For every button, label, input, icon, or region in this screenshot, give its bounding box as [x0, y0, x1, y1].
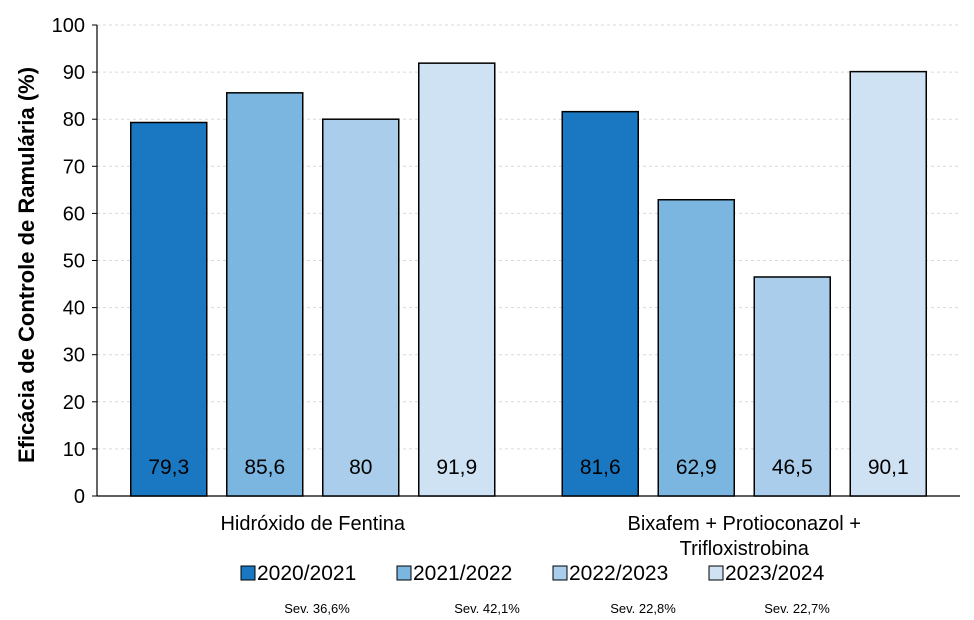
y-tick-label: 40 — [63, 298, 85, 320]
legend: 2020/2021 2021/2022 2022/2023 2023/2024 — [240, 562, 825, 585]
y-tick-label: 70 — [63, 156, 85, 178]
y-tick-label: 60 — [63, 203, 85, 225]
bar-2022-2023-cat1 — [753, 276, 831, 497]
category-labels: Hidróxido de Fentina Bixafem + Protiocona… — [220, 513, 861, 560]
severity-note: Sev. 22,7% — [764, 601, 830, 616]
data-label: 79,3 — [148, 456, 189, 479]
category-label: Trifloxistrobina — [680, 538, 810, 560]
severity-note: Sev. 22,8% — [610, 601, 676, 616]
legend-label: 2022/2023 — [569, 562, 668, 585]
data-label: 81,6 — [580, 456, 621, 479]
legend-label: 2021/2022 — [413, 562, 512, 585]
y-tick-label: 100 — [52, 15, 85, 37]
legend-swatch — [240, 565, 256, 581]
y-tick-label: 30 — [63, 345, 85, 367]
data-label: 85,6 — [244, 456, 285, 479]
data-label: 62,9 — [676, 456, 717, 479]
data-label: 80 — [349, 456, 372, 479]
severity-note: Sev. 36,6% — [284, 601, 350, 616]
legend-swatch — [708, 565, 724, 581]
bar-2022-2023-cat0 — [322, 118, 400, 497]
y-tick-label: 0 — [74, 486, 85, 508]
bar-2021-2022-cat1 — [657, 198, 735, 497]
data-label: 90,1 — [868, 456, 909, 479]
legend-label: 2020/2021 — [257, 562, 356, 585]
severity-notes: Sev. 36,6% Sev. 42,1% Sev. 22,8% Sev. 22,7% — [284, 601, 830, 616]
data-labels: 79,3 85,6 80 91,9 81,6 62,9 46,5 90,1 — [148, 456, 908, 479]
data-label: 46,5 — [772, 456, 813, 479]
y-axis-label: Eficácia de Controle de Ramulária (%) — [14, 67, 39, 463]
bars — [130, 62, 927, 497]
y-tick-label: 50 — [63, 251, 85, 273]
bar-2020-2021-cat1 — [561, 110, 639, 497]
y-tick-labels: 0 10 20 30 40 50 60 70 80 90 100 — [52, 15, 85, 508]
legend-swatch — [552, 565, 568, 581]
data-label: 91,9 — [436, 456, 477, 479]
bar-2021-2022-cat0 — [226, 92, 304, 497]
bar-2023-2024-cat0 — [418, 62, 496, 497]
severity-note: Sev. 42,1% — [454, 601, 520, 616]
y-tick-label: 10 — [63, 439, 85, 461]
bar-2023-2024-cat1 — [849, 70, 927, 497]
y-tick-label: 20 — [63, 392, 85, 414]
y-tick-label: 90 — [63, 62, 85, 84]
y-tick-label: 80 — [63, 109, 85, 131]
category-label: Hidróxido de Fentina — [220, 513, 405, 535]
category-label: Bixafem + Protioconazol + — [628, 513, 861, 535]
bar-2020-2021-cat0 — [130, 121, 208, 497]
legend-swatch — [396, 565, 412, 581]
legend-label: 2023/2024 — [725, 562, 825, 585]
